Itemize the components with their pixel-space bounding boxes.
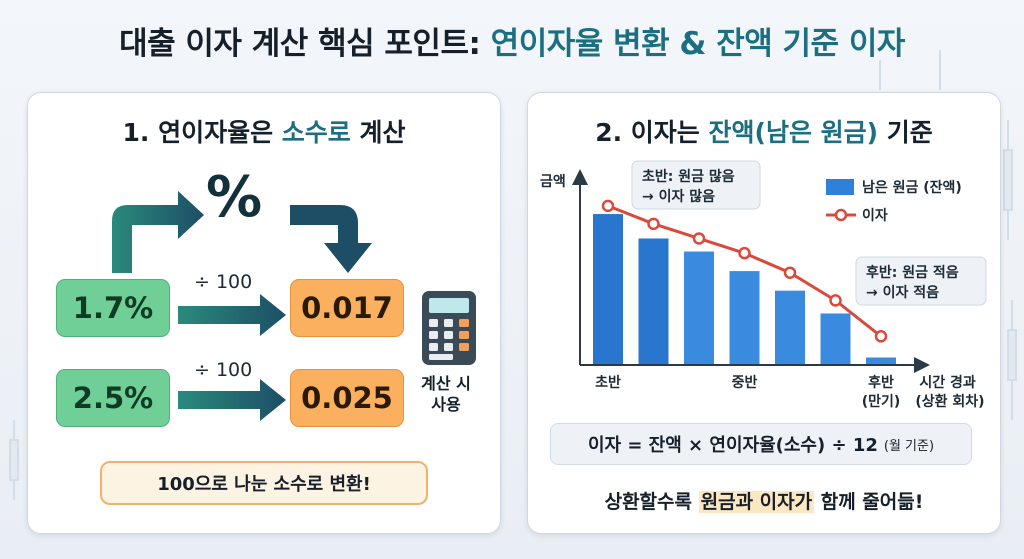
balance-bar-2 bbox=[684, 251, 714, 364]
left-panel-title: 1. 연이자율은 소수로 계산 bbox=[28, 113, 500, 149]
balance-bar-3 bbox=[729, 271, 760, 364]
x-axis-label: 시간 경과 (상환 회차) bbox=[915, 374, 984, 410]
divide-label: ÷ 100 bbox=[194, 359, 253, 381]
divide-label: ÷ 100 bbox=[194, 271, 253, 293]
annotation-late-line2: → 이자 적음 bbox=[866, 284, 939, 301]
legend-line-label: 이자 bbox=[862, 207, 888, 224]
interest-point-1 bbox=[647, 217, 660, 231]
x-tick-label-1: 중반 bbox=[732, 374, 758, 391]
left-title-highlight: 소수로 bbox=[281, 118, 351, 147]
summary-text: 상환할수록 원금과 이자가 함께 줄어듦! bbox=[528, 487, 1000, 514]
balance-interest-chart: 금액 초반 중반 후반 (만기) 시간 경과 (상환 회차) 초반: 원금 많음 → … bbox=[540, 160, 987, 410]
balance-bar-6 bbox=[866, 357, 896, 364]
conversion-arrows bbox=[112, 191, 476, 421]
svg-text:후반: 원금 적음 → 이자 적음: 후반: 원금 적음 → 이자 적음 bbox=[866, 264, 964, 301]
percent-symbol: % bbox=[206, 165, 263, 230]
title-highlight: 연이자율 변환 & 잔액 기준 이자 bbox=[490, 26, 906, 62]
interest-point-0 bbox=[601, 199, 615, 213]
left-title-post: 계산 bbox=[350, 118, 406, 147]
balance-bar-5 bbox=[820, 313, 851, 364]
percent-input-box: 2.5% bbox=[56, 369, 170, 427]
arrow-right-icon bbox=[178, 379, 286, 421]
interest-point-5 bbox=[829, 294, 842, 307]
interest-point-6 bbox=[874, 330, 888, 343]
x-axis-label-line1: 시간 경과 bbox=[919, 374, 976, 391]
right-panel-title: 2. 이자는 잔액(남은 원금) 기준 bbox=[528, 113, 1000, 149]
curved-arrow-down-icon bbox=[290, 205, 372, 273]
right-title-post: 기준 bbox=[878, 118, 933, 147]
balance-interest-panel: 2. 이자는 잔액(남은 원금) 기준 금액 초반 중반 후반 (만기) 시간 경과 … bbox=[527, 92, 1001, 534]
annotation-early: 초반: 원금 많음 → 이자 많음 bbox=[631, 160, 761, 210]
annotation-early-line1: 초반: 원금 많음 bbox=[642, 168, 735, 185]
balance-bar-1 bbox=[638, 238, 669, 364]
decimal-output-box: 0.017 bbox=[290, 279, 404, 337]
left-title-pre: 1. 연이자율은 bbox=[122, 118, 282, 147]
interest-point-3 bbox=[738, 246, 751, 260]
svg-text:초반: 원금 많음 → 이자 많음: 초반: 원금 많음 → 이자 많음 bbox=[642, 168, 740, 205]
arrow-right-icon bbox=[178, 294, 286, 336]
page-title: 대출 이자 계산 핵심 포인트: 연이자율 변환 & 잔액 기준 이자 bbox=[0, 18, 1024, 63]
percent-conversion-panel: 1. 연이자율은 소수로 계산 % 1.7% ÷ 100 0.017 bbox=[27, 92, 501, 534]
interest-formula: 이자 = 잔액 × 연이자율(소수) ÷ 12 (월 기준) bbox=[550, 423, 972, 465]
calculator-label-line2: 사용 bbox=[431, 395, 461, 414]
right-title-pre: 2. 이자는 bbox=[595, 118, 709, 147]
chart-legend: 남은 원금 (잔액) 이자 bbox=[826, 179, 962, 224]
conversion-note: 100으로 나눈 소수로 변환! bbox=[100, 461, 428, 505]
balance-bar-0 bbox=[593, 214, 623, 364]
formula-note: (월 기준) bbox=[883, 438, 935, 454]
summary-pre: 상환할수록 bbox=[604, 491, 699, 513]
curved-arrow-up-icon bbox=[112, 191, 204, 273]
annotation-late: 후반: 원금 적음 → 이자 적음 bbox=[855, 256, 987, 306]
summary-post: 함께 줄어듦! bbox=[814, 491, 924, 513]
decimal-output-box: 0.025 bbox=[290, 369, 404, 427]
legend-bar-swatch bbox=[826, 179, 854, 195]
legend-bar-label: 남은 원금 (잔액) bbox=[862, 179, 962, 196]
calculator-icon bbox=[422, 291, 476, 365]
x-tick-labels: 초반 중반 후반 (만기) bbox=[595, 374, 900, 410]
percent-input-box: 1.7% bbox=[56, 279, 170, 337]
x-axis-label-line2: (상환 회차) bbox=[915, 393, 984, 410]
x-tick-label-2: 후반 (만기) bbox=[862, 374, 901, 410]
y-axis-label: 금액 bbox=[540, 173, 566, 190]
annotation-early-line2: → 이자 많음 bbox=[642, 188, 715, 205]
points-group bbox=[601, 199, 888, 343]
title-part1: 대출 이자 계산 핵심 포인트: bbox=[119, 26, 491, 62]
summary-highlight: 원금과 이자가 bbox=[698, 491, 815, 513]
interest-point-2 bbox=[692, 232, 706, 245]
right-title-highlight: 잔액(남은 원금) bbox=[708, 118, 879, 147]
x-tick-label-0: 초반 bbox=[595, 374, 621, 391]
formula-text: 이자 = 잔액 × 연이자율(소수) ÷ 12 bbox=[587, 435, 878, 456]
bars-group bbox=[593, 214, 896, 364]
balance-bar-4 bbox=[775, 290, 805, 364]
interest-point-4 bbox=[783, 266, 797, 279]
calculator-label-line1: 계산 시 bbox=[421, 374, 471, 393]
annotation-late-line1: 후반: 원금 적음 bbox=[866, 264, 959, 281]
